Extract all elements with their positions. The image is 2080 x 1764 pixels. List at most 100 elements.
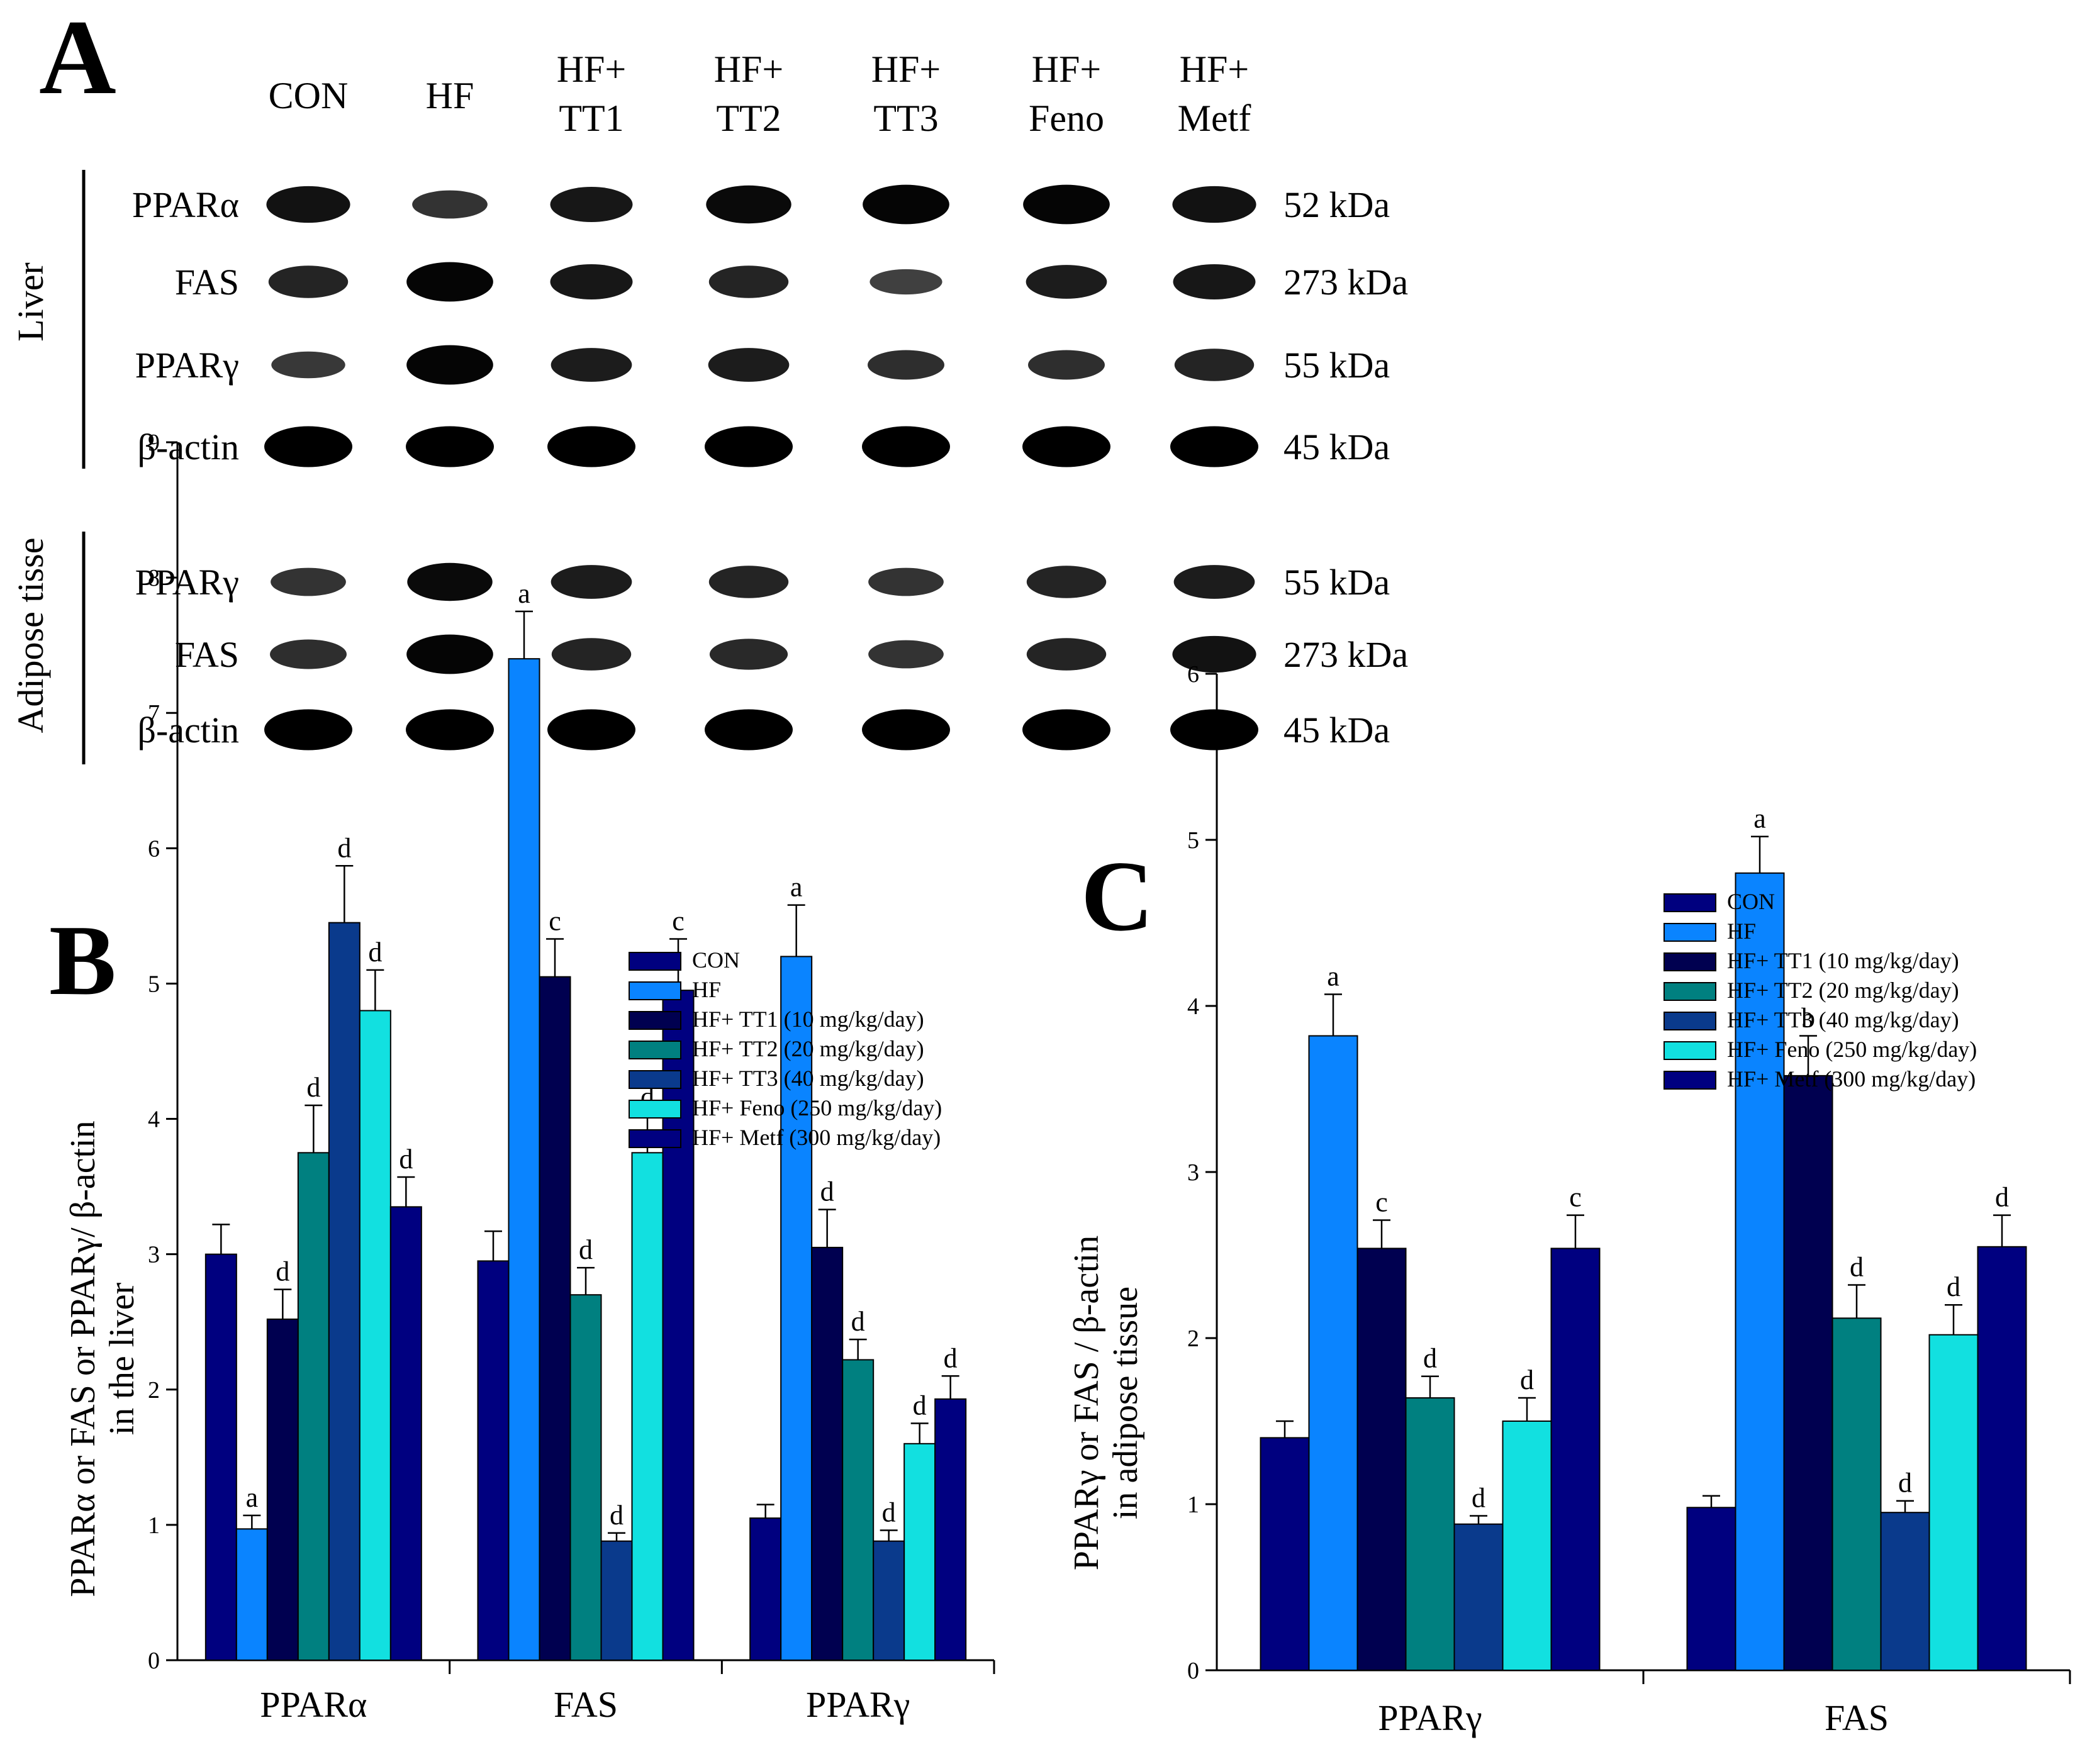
blot-band xyxy=(406,262,493,302)
blot-band xyxy=(706,185,791,224)
blot-band xyxy=(1174,349,1255,381)
blot-band xyxy=(406,634,493,674)
significance-label: c xyxy=(1569,1182,1582,1213)
lane-label: CON xyxy=(269,75,349,116)
y-tick-label: 1 xyxy=(148,1512,160,1539)
significance-label: d xyxy=(1995,1182,2009,1213)
molecular-weight-label: 52 kDa xyxy=(1283,184,1390,225)
significance-label: a xyxy=(1753,803,1766,834)
bar xyxy=(873,1540,905,1661)
significance-label: d xyxy=(276,1256,289,1287)
legend-swatch xyxy=(629,981,681,1000)
significance-label: d xyxy=(1423,1343,1437,1374)
bar xyxy=(204,1253,237,1661)
blot-band xyxy=(1026,638,1107,671)
lane-label: HF xyxy=(426,75,474,116)
significance-label: d xyxy=(851,1306,865,1337)
legend-swatch xyxy=(1663,923,1716,942)
blot-band xyxy=(264,709,352,751)
legend-label: HF+ TT3 (40 mg/kg/day) xyxy=(692,1066,924,1091)
blot-band xyxy=(270,639,347,669)
bar xyxy=(1977,1246,2027,1672)
legend-label: HF+ Feno (250 mg/kg/day) xyxy=(692,1095,942,1120)
significance-label: d xyxy=(820,1176,834,1207)
lane-label-line: HF+ xyxy=(714,48,784,90)
lane-label-line: HF+ xyxy=(557,48,627,90)
significance-label: d xyxy=(337,832,351,863)
lane-label: HF+ TT2 xyxy=(714,48,784,139)
significance-label: a xyxy=(790,872,803,903)
bar xyxy=(1928,1334,1979,1671)
bar xyxy=(1831,1317,1882,1672)
legend-swatch xyxy=(1663,1041,1716,1060)
blot-band xyxy=(1173,264,1256,299)
blot-groups: Liver PPARα 52 kDa FAS 273 kDa PPARγ 55 kDa β-a… xyxy=(10,170,1408,764)
significance-label: c xyxy=(672,905,685,936)
y-tick-label: 9 xyxy=(148,430,160,456)
significance-label: d xyxy=(944,1343,958,1373)
significance-label: d xyxy=(368,937,382,968)
y-tick-label: 3 xyxy=(1187,1159,1199,1186)
blot-band xyxy=(1022,426,1110,467)
protein-label: FAS xyxy=(175,634,239,675)
y-axis-label: PPARγ or FAS / β-actinin adipose tissue xyxy=(1067,1236,1145,1570)
legend-swatch xyxy=(629,1041,681,1059)
blot-band xyxy=(863,184,949,225)
y-tick-label: 0 xyxy=(1187,1658,1199,1684)
lane-label: HF+ Feno xyxy=(1029,48,1104,139)
legend-label: HF+ TT1 (10 mg/kg/day) xyxy=(1727,948,1959,973)
blot-band xyxy=(708,348,790,382)
protein-label: FAS xyxy=(175,262,239,303)
blot-band xyxy=(709,639,788,670)
legend-swatch xyxy=(629,952,681,971)
blot-band xyxy=(1028,350,1105,380)
significance-label: d xyxy=(306,1072,320,1103)
y-tick-label: 6 xyxy=(1187,661,1199,688)
bar xyxy=(1308,1035,1358,1671)
lane-label-line: HF xyxy=(426,75,474,116)
legend-label: HF+ TT2 (20 mg/kg/day) xyxy=(692,1036,924,1061)
bar xyxy=(1686,1507,1736,1672)
blot-band xyxy=(708,265,789,298)
protein-label: PPARα xyxy=(132,184,239,225)
panel-c: C 0 1 2 3 4 5 6 PPARγ or FAS / β-actinin adipos… xyxy=(1067,661,2071,1738)
blot-band xyxy=(551,638,632,671)
category-label: PPARγ xyxy=(1378,1697,1482,1738)
bar xyxy=(1405,1397,1455,1672)
bar xyxy=(600,1540,633,1661)
legend-label: HF+ Metf (300 mg/kg/day) xyxy=(1727,1066,1976,1091)
significance-label: d xyxy=(1947,1271,1960,1302)
lane-label: HF+ TT1 xyxy=(557,48,627,139)
protein-label: PPARγ xyxy=(135,345,239,386)
blot-band xyxy=(550,187,633,222)
bar xyxy=(508,658,540,1661)
blot-band xyxy=(551,565,632,599)
bar xyxy=(1783,1075,1833,1671)
blot-band xyxy=(1022,709,1110,751)
blot-band xyxy=(1173,565,1255,599)
legend-swatch xyxy=(629,1070,681,1089)
blot-band xyxy=(266,186,350,223)
blot-band xyxy=(412,190,488,219)
y-tick-label: 8 xyxy=(148,565,160,591)
bar xyxy=(328,922,361,1661)
significance-label: d xyxy=(1520,1365,1534,1395)
legend-label: HF+ TT3 (40 mg/kg/day) xyxy=(1727,1007,1959,1032)
significance-label: a xyxy=(518,578,530,609)
blot-band xyxy=(1172,186,1256,223)
legend-swatch xyxy=(629,1129,681,1148)
bar xyxy=(1550,1248,1601,1671)
blot-band xyxy=(705,426,793,467)
blot-band xyxy=(551,348,632,382)
legend-label: HF xyxy=(1727,918,1756,944)
bar xyxy=(1735,872,1785,1671)
panel-b-letter: B xyxy=(49,904,116,1016)
bar xyxy=(903,1443,936,1661)
y-axis-label-line: in adipose tissue xyxy=(1106,1287,1145,1519)
significance-label: d xyxy=(1472,1482,1485,1513)
blot-band xyxy=(869,269,942,295)
legend-label: HF+ TT1 (10 mg/kg/day) xyxy=(692,1007,924,1032)
lane-label: HF+ Metf xyxy=(1178,48,1251,139)
bar xyxy=(1260,1437,1310,1671)
lane-label-line: HF+ xyxy=(871,48,941,90)
